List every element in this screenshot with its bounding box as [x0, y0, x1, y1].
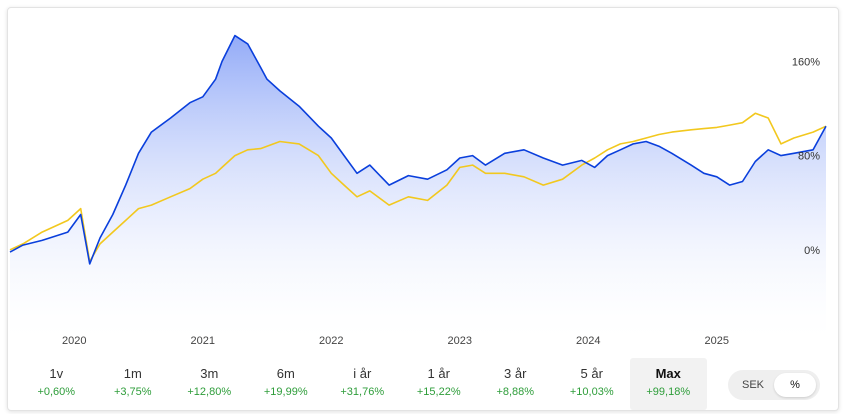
period-label: 6m: [276, 366, 295, 381]
period-change-value: +99,18%: [646, 386, 691, 398]
period-button-4[interactable]: i år +31,76%: [324, 358, 401, 410]
period-button-3[interactable]: 6m +19,99%: [248, 358, 325, 410]
period-selector: 1v +0,60% 1m +3,75% 3m +12,80% 6m +19,99% i år +3…: [18, 358, 707, 410]
period-label: 3 år: [504, 366, 527, 381]
price-chart-card: 0% 80% 160% 2020 2021 2022 2023 2024 2025 1v +0,6…: [7, 7, 839, 411]
period-change-value: +15,22%: [416, 386, 461, 398]
period-label: 1v: [49, 366, 64, 381]
period-label: 1m: [123, 366, 142, 381]
period-button-2[interactable]: 3m +12,80%: [171, 358, 248, 410]
toggle-percent-option[interactable]: %: [774, 373, 816, 397]
period-button-8[interactable]: Max +99,18%: [630, 358, 707, 410]
period-label: 3m: [200, 366, 219, 381]
y-tick-label: 160%: [792, 57, 820, 69]
performance-chart[interactable]: 0% 80% 160% 2020 2021 2022 2023 2024 2025: [8, 8, 838, 356]
y-tick-label: 0%: [804, 245, 820, 257]
period-button-5[interactable]: 1 år +15,22%: [401, 358, 478, 410]
period-change-value: +12,80%: [187, 386, 232, 398]
series-line-1: [9, 112, 827, 263]
period-label: i år: [353, 366, 372, 381]
period-label: 5 år: [580, 366, 603, 381]
y-tick-label: 80%: [798, 151, 820, 163]
x-tick-label: 2020: [62, 335, 86, 347]
series-line-0: [9, 34, 827, 265]
period-change-value: +0,60%: [37, 386, 76, 398]
x-tick-label: 2024: [576, 335, 600, 347]
toggle-sek-option[interactable]: SEK: [741, 379, 764, 391]
x-tick-label: 2025: [705, 335, 729, 347]
period-button-7[interactable]: 5 år +10,03%: [554, 358, 631, 410]
period-button-6[interactable]: 3 år +8,88%: [477, 358, 554, 410]
period-change-value: +10,03%: [569, 386, 614, 398]
x-tick-label: 2023: [448, 335, 472, 347]
x-tick-label: 2021: [191, 335, 215, 347]
unit-toggle[interactable]: SEK %: [728, 370, 820, 400]
period-button-1[interactable]: 1m +3,75%: [95, 358, 172, 410]
period-change-value: +19,99%: [263, 386, 308, 398]
period-label: Max: [655, 366, 681, 381]
x-tick-label: 2022: [319, 335, 343, 347]
series-area-0: [10, 35, 826, 338]
period-label: 1 år: [427, 366, 450, 381]
period-change-value: +3,75%: [113, 386, 152, 398]
period-button-0[interactable]: 1v +0,60%: [18, 358, 95, 410]
period-change-value: +8,88%: [496, 386, 535, 398]
period-change-value: +31,76%: [340, 386, 385, 398]
